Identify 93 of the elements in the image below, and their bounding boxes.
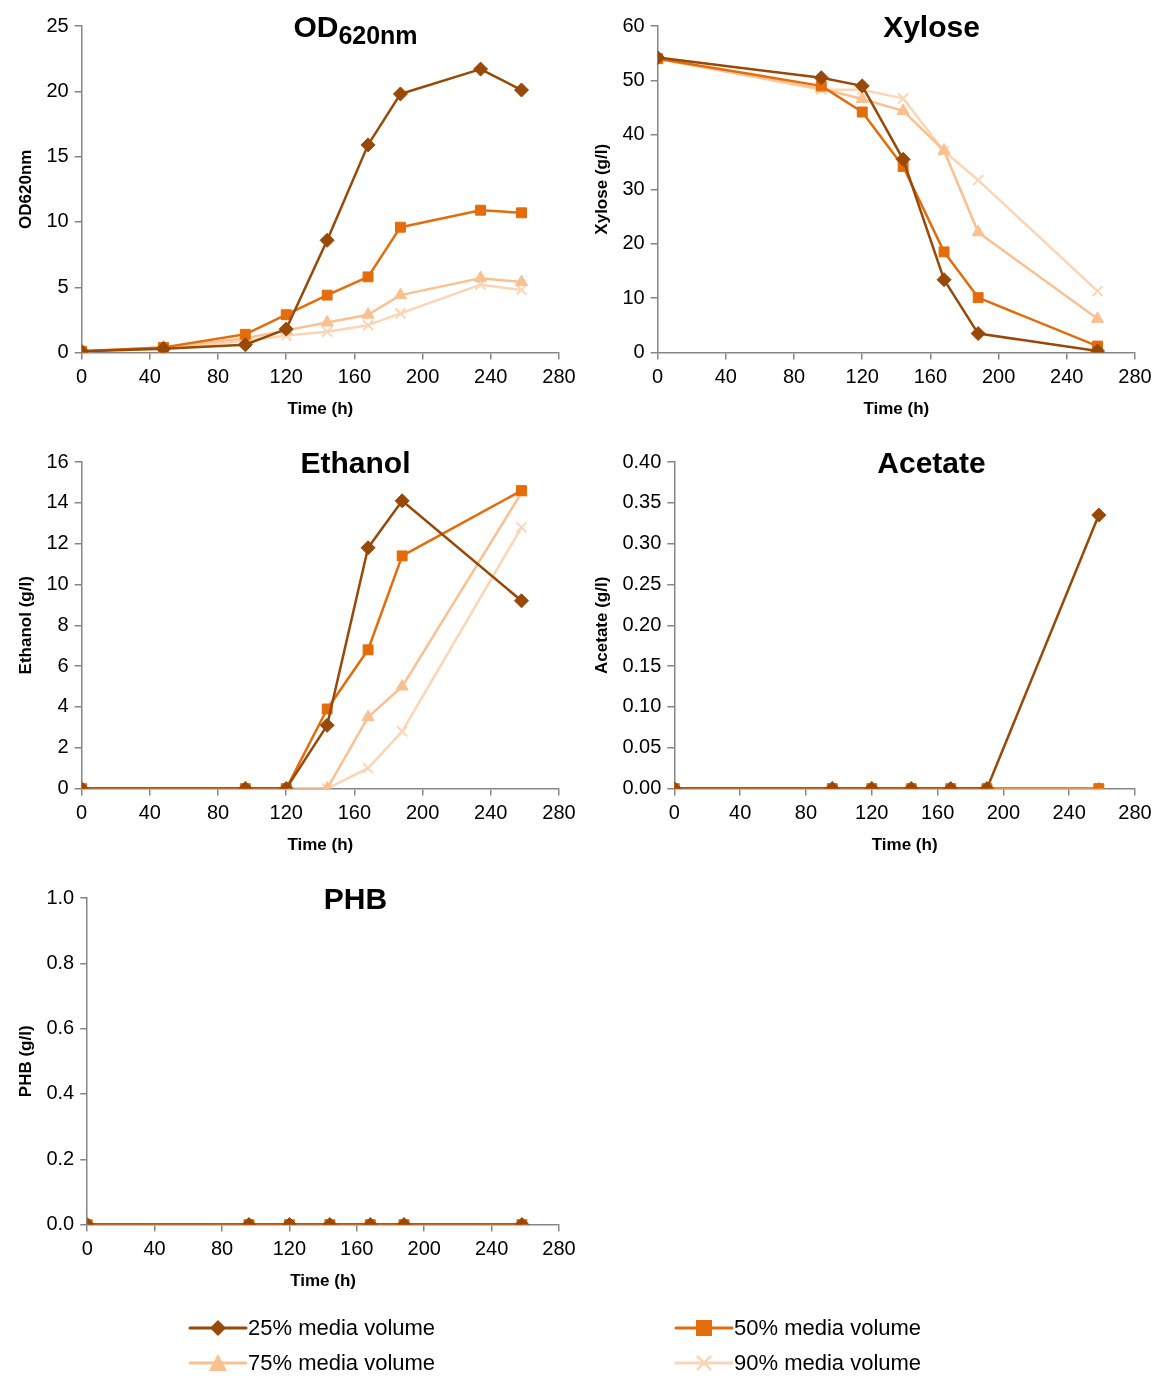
- x-tick-label: 240: [1050, 365, 1084, 388]
- x-tick-label: 80: [206, 801, 230, 824]
- y-tick-label: 0.6: [46, 1016, 75, 1039]
- y-tick-label: 10: [46, 209, 69, 232]
- x-tick-label: 200: [405, 365, 440, 388]
- x-tick-label: 280: [542, 801, 576, 824]
- x-tick-label: 120: [269, 801, 303, 824]
- x-tick-label: 160: [337, 801, 372, 824]
- x-tick-label: 80: [206, 365, 230, 388]
- x-tick-label: 240: [474, 801, 508, 824]
- x-tick-label: 80: [794, 801, 818, 824]
- x-tick-label: 200: [981, 365, 1016, 388]
- y-tick-label: 0.00: [622, 776, 662, 799]
- y-tick-label: 10: [46, 571, 69, 594]
- x-tick-label: 200: [407, 1237, 441, 1260]
- y-tick-label: 14: [46, 490, 69, 513]
- legend-label: 75% media volume: [248, 1350, 436, 1376]
- y-tick-label: 0.40: [622, 449, 662, 472]
- y-tick-label: 16: [46, 449, 69, 472]
- y-tick-label: 0: [633, 340, 645, 363]
- y-tick-label: 25: [46, 13, 69, 36]
- y-tick-label: 30: [622, 176, 645, 199]
- y-tick-label: 20: [622, 231, 645, 254]
- x-tick-label: 200: [986, 801, 1021, 824]
- x-tick-label: 120: [272, 1237, 307, 1260]
- y-axis-title: PHB (g/l): [15, 1025, 35, 1098]
- legend-label: 90% media volume: [734, 1350, 922, 1376]
- legend-label: 25% media volume: [248, 1315, 436, 1341]
- y-tick-label: 10: [622, 285, 645, 308]
- y-tick-label: 2: [57, 735, 69, 758]
- y-tick-label: 4: [57, 694, 69, 717]
- legend-label: 50% media volume: [734, 1315, 922, 1341]
- x-tick-label: 160: [920, 801, 955, 824]
- y-tick-label: 6: [57, 653, 69, 676]
- x-tick-label: 280: [1118, 801, 1152, 824]
- y-tick-label: 40: [622, 122, 645, 145]
- y-tick-label: 0.20: [622, 612, 662, 635]
- chart-title: Ethanol: [299, 446, 412, 480]
- y-tick-label: 0.0: [46, 1212, 75, 1235]
- y-tick-label: 50: [622, 67, 645, 90]
- x-tick-label: 40: [138, 365, 161, 388]
- x-tick-label: 120: [855, 801, 889, 824]
- x-tick-label: 160: [340, 1237, 374, 1260]
- x-tick-label: 160: [913, 365, 948, 388]
- x-tick-label: 40: [714, 365, 737, 388]
- y-tick-label: 0: [57, 340, 69, 363]
- y-tick-label: 0.10: [622, 694, 662, 717]
- y-axis-title: Acetate (g/l): [591, 576, 611, 674]
- chart-title: Acetate: [876, 446, 987, 480]
- y-tick-label: 0.30: [622, 531, 662, 554]
- y-tick-label: 60: [622, 13, 645, 36]
- chart-title: PHB: [322, 882, 389, 916]
- y-tick-label: 12: [46, 531, 69, 554]
- x-tick-label: 160: [337, 365, 372, 388]
- y-axis-title: Xylose (g/l): [591, 143, 611, 235]
- y-tick-label: 20: [46, 78, 69, 101]
- x-tick-label: 280: [542, 365, 576, 388]
- y-tick-label: 1.0: [46, 885, 75, 908]
- x-axis-title: Time (h): [287, 835, 354, 855]
- y-tick-label: 5: [57, 274, 69, 297]
- x-tick-label: 40: [143, 1237, 166, 1260]
- y-tick-label: 0.35: [622, 490, 662, 513]
- x-axis-title: Time (h): [290, 1271, 357, 1291]
- y-axis-title: OD620nm: [15, 149, 35, 229]
- y-tick-label: 0.2: [46, 1146, 75, 1169]
- x-tick-label: 240: [474, 1237, 509, 1260]
- y-axis-title: Ethanol (g/l): [15, 576, 35, 675]
- x-tick-label: 0: [668, 801, 680, 824]
- x-axis-title: Time (h): [287, 399, 354, 419]
- x-tick-label: 280: [1118, 365, 1152, 388]
- x-tick-label: 40: [729, 801, 752, 824]
- x-tick-label: 80: [782, 365, 806, 388]
- x-tick-label: 240: [1052, 801, 1086, 824]
- chart-title: OD$_{620nm}$: [292, 10, 419, 50]
- x-axis-title: Time (h): [863, 399, 930, 419]
- x-tick-label: 200: [405, 801, 440, 824]
- x-axis-title: Time (h): [871, 835, 938, 855]
- x-tick-label: 80: [210, 1237, 234, 1260]
- y-tick-label: 0: [57, 776, 69, 799]
- y-tick-label: 0.25: [622, 571, 662, 594]
- y-tick-label: 8: [57, 612, 69, 635]
- x-tick-label: 280: [542, 1237, 576, 1260]
- y-tick-label: 15: [46, 144, 69, 167]
- x-tick-label: 120: [269, 365, 303, 388]
- x-tick-label: 120: [845, 365, 879, 388]
- x-tick-label: 40: [138, 801, 161, 824]
- x-tick-label: 240: [474, 365, 508, 388]
- y-tick-label: 0.4: [46, 1081, 75, 1104]
- x-tick-label: 0: [81, 1237, 93, 1260]
- y-tick-label: 0.8: [46, 950, 75, 973]
- y-tick-label: 0.05: [622, 735, 662, 758]
- chart-title: Xylose: [882, 10, 981, 44]
- y-tick-label: 0.15: [622, 653, 662, 676]
